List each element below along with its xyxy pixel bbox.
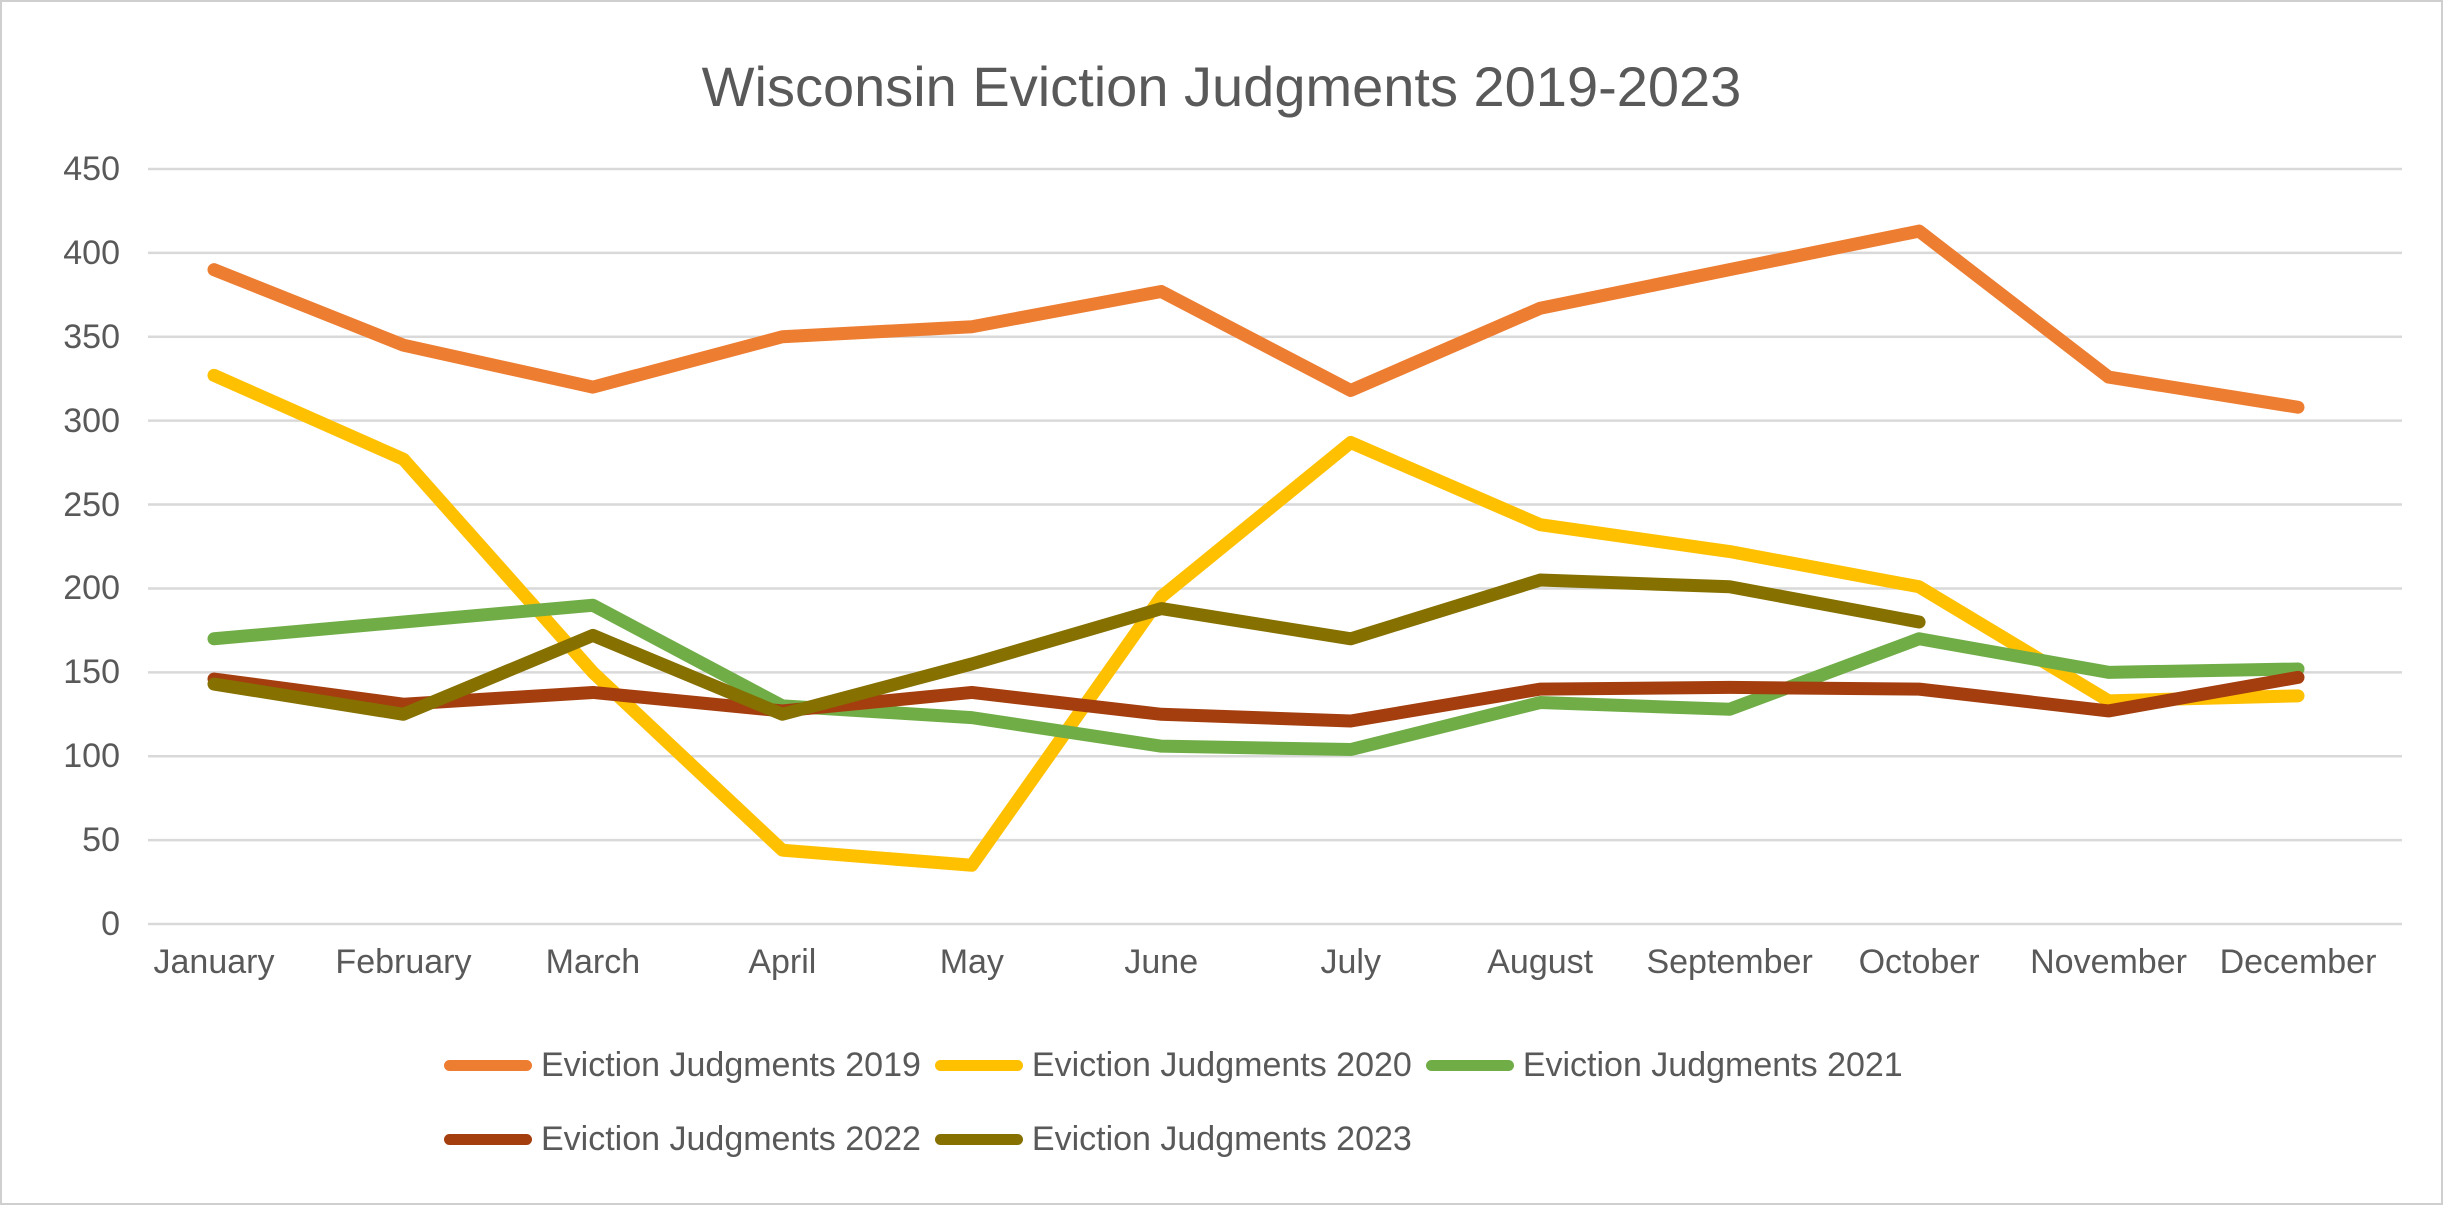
legend-swatch-icon [934, 1059, 1023, 1071]
y-axis-tick-label: 300 [63, 401, 120, 440]
x-axis-label: March [545, 943, 641, 981]
x-axis-label: February [335, 943, 472, 981]
series-line-4 [207, 573, 1926, 721]
x-axis-label: July [1320, 943, 1381, 981]
legend-item: Eviction Judgments 2023 [934, 1119, 1412, 1159]
y-axis-tick-label: 150 [63, 653, 120, 692]
legend-swatch-icon [444, 1059, 532, 1071]
legend-swatch-icon [1425, 1059, 1514, 1071]
y-axis-tick-label: 400 [63, 233, 120, 272]
legend-label: Eviction Judgments 2019 [541, 1045, 921, 1084]
legend-row-2: Eviction Judgments 2022 Eviction Judgment… [444, 1116, 1412, 1162]
series-line-2 [207, 598, 2305, 757]
x-axis-label: January [153, 943, 275, 981]
series-line-1 [207, 368, 2305, 872]
x-axis-label: November [2030, 943, 2187, 981]
legend-label: Eviction Judgments 2021 [1522, 1045, 1903, 1084]
legend-item: Eviction Judgments 2019 [444, 1046, 921, 1085]
y-axis-tick-label: 250 [63, 485, 120, 524]
x-axis-label: August [1487, 943, 1594, 981]
y-axis-tick-label: 200 [63, 569, 120, 608]
legend-label: Eviction Judgments 2022 [541, 1119, 921, 1158]
legend-item: Eviction Judgments 2022 [444, 1120, 921, 1159]
legend-swatch-icon [934, 1133, 1023, 1145]
legend-label: Eviction Judgments 2020 [1031, 1045, 1412, 1084]
series-line-0 [207, 224, 2305, 414]
x-axis-label: May [939, 943, 1004, 981]
y-axis-tick-label: 450 [63, 150, 120, 188]
x-axis-label: October [1858, 943, 1980, 981]
y-axis-tick-label: 0 [101, 905, 120, 943]
y-axis-tick-label: 350 [63, 317, 120, 356]
legend-item: Eviction Judgments 2020 [934, 1045, 1412, 1085]
x-axis-label: April [748, 943, 817, 981]
series-line-3 [207, 670, 2305, 728]
chart-title: Wisconsin Eviction Judgments 2019-2023 [701, 55, 1742, 118]
x-axis-label: December [2219, 943, 2377, 981]
legend-row-1: Eviction Judgments 2019 Eviction Judgment… [444, 1042, 1903, 1088]
legend-swatch-icon [444, 1133, 532, 1145]
legend-item: Eviction Judgments 2021 [1425, 1045, 1903, 1085]
y-axis-tick-label: 50 [82, 821, 120, 860]
x-axis-label: June [1124, 943, 1199, 981]
x-axis-label: September [1646, 943, 1813, 981]
legend-label: Eviction Judgments 2023 [1031, 1119, 1412, 1158]
y-axis-tick-label: 100 [63, 737, 120, 776]
